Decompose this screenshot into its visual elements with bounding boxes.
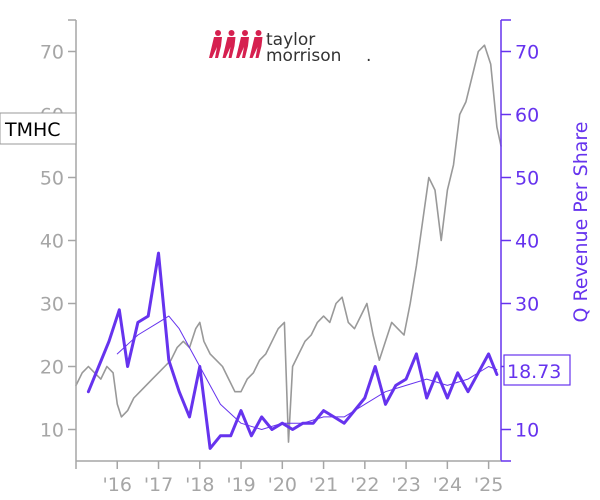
right-tick-label: 10 [515, 420, 539, 442]
series-line-revenue [86, 251, 499, 450]
x-tick-label: '19 [226, 474, 255, 496]
logo-figure-head [242, 30, 248, 36]
left-tick-label: 20 [40, 357, 64, 379]
x-tick-label: '24 [433, 474, 462, 496]
left-tick-label: 30 [40, 294, 64, 316]
company-logo: taylor morrison . [209, 30, 371, 66]
left-tick-label: 10 [40, 420, 64, 442]
logo-figure-head [255, 30, 262, 36]
revenue-value-box [503, 354, 571, 386]
tick-labels-layer: 1020304050607010203040506070'16'17'18'19… [40, 42, 539, 497]
logo-figure-body [236, 37, 249, 58]
price-ticker-box [0, 112, 77, 145]
x-tick-label: '18 [185, 474, 214, 496]
right-tick-label: 70 [515, 42, 539, 64]
logo-figures-icon [209, 30, 263, 58]
right-tick-label: 30 [515, 294, 539, 316]
x-tick-label: '25 [474, 474, 503, 496]
x-tick-label: '16 [103, 474, 132, 496]
right-tick-label: 50 [515, 168, 539, 190]
series-line-revenue-trend [116, 315, 498, 430]
series-layer [75, 44, 502, 450]
logo-trademark-dot: . [366, 46, 371, 66]
logo-text-line2: morrison [266, 46, 341, 66]
logo-figure-head [215, 30, 221, 36]
x-tick-label: '21 [309, 474, 338, 496]
right-tick-label: 40 [515, 231, 539, 253]
logo-text-line1: taylor [266, 30, 315, 50]
revenue-value-label: 18.73 [507, 361, 561, 383]
revenue-value-tag: 18.73 [503, 354, 571, 386]
x-tick-label: '20 [268, 474, 297, 496]
logo-figure-body [222, 37, 236, 58]
left-tick-label: 50 [40, 168, 64, 190]
series-line-price [75, 44, 502, 443]
left-tick-label: 40 [40, 231, 64, 253]
price-ticker-tag: TMHC [0, 112, 77, 145]
price-ticker-label: TMHC [4, 119, 61, 141]
x-tick-label: '23 [391, 474, 420, 496]
logo-figure-head [228, 30, 235, 36]
right-tick-label: 60 [515, 105, 539, 127]
x-tick-label: '22 [350, 474, 379, 496]
x-tick-label: '17 [144, 474, 173, 496]
right-axis-label: Q Revenue Per Share [570, 122, 592, 323]
logo-figure-body [249, 37, 263, 58]
logo-figure-body [209, 37, 222, 58]
left-tick-label: 70 [40, 42, 64, 64]
